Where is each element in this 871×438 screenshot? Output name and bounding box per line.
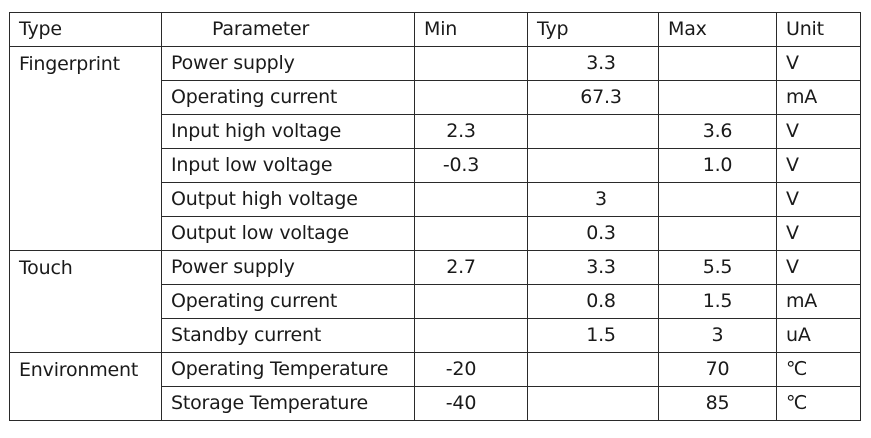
min-cell: -40 <box>414 386 528 421</box>
parameter-cell: Operating Temperature <box>161 352 415 387</box>
table-row: Input low voltage -0.3 1.0 V <box>10 148 861 183</box>
header-row: Type Parameter Min Typ Max Unit <box>9 12 861 47</box>
header-max: Max <box>658 12 777 47</box>
typ-cell: 3 <box>527 182 659 217</box>
header-unit: Unit <box>776 12 861 47</box>
table-row: Output low voltage 0.3 V <box>10 216 861 251</box>
parameter-cell: Output high voltage <box>161 182 415 217</box>
unit-cell: V <box>776 182 861 217</box>
max-cell <box>658 216 777 251</box>
min-cell <box>414 318 528 353</box>
min-cell: 2.3 <box>414 114 528 149</box>
spec-table: Type Parameter Min Typ Max Unit Fingerpr… <box>9 12 861 421</box>
typ-cell <box>527 352 659 387</box>
typ-cell <box>527 148 659 183</box>
typ-cell <box>527 114 659 149</box>
max-cell: 5.5 <box>658 250 777 285</box>
max-cell: 3.6 <box>658 114 777 149</box>
type-cell: Touch <box>9 250 162 353</box>
unit-cell: V <box>776 216 861 251</box>
header-type: Type <box>9 12 162 47</box>
max-cell <box>658 182 777 217</box>
min-cell: -20 <box>414 352 528 387</box>
table-body: Fingerprint Power supply 3.3 V Operating cur… <box>9 46 861 421</box>
min-cell <box>414 46 528 81</box>
max-cell <box>658 80 777 115</box>
unit-cell: V <box>776 250 861 285</box>
unit-cell: mA <box>776 80 861 115</box>
table-row: Touch Power supply 2.7 3.3 5.5 V <box>9 250 861 353</box>
typ-cell: 3.3 <box>527 46 659 81</box>
min-cell <box>414 80 528 115</box>
typ-cell: 1.5 <box>527 318 659 353</box>
min-cell: 2.7 <box>414 250 528 285</box>
parameter-cell: Operating current <box>161 80 415 115</box>
parameter-cell: Power supply <box>161 250 415 285</box>
max-cell: 70 <box>658 352 777 387</box>
parameter-cell: Storage Temperature <box>161 386 415 421</box>
parameter-cell: Power supply <box>161 46 415 81</box>
min-cell <box>414 284 528 319</box>
header-min: Min <box>414 12 528 47</box>
max-cell: 1.5 <box>658 284 777 319</box>
max-cell: 1.0 <box>658 148 777 183</box>
type-cell: Fingerprint <box>9 46 162 251</box>
min-cell: -0.3 <box>414 148 528 183</box>
type-cell: Environment <box>9 352 162 421</box>
unit-cell: mA <box>776 284 861 319</box>
typ-cell: 67.3 <box>527 80 659 115</box>
max-cell: 3 <box>658 318 777 353</box>
unit-cell: ℃ <box>776 352 861 387</box>
unit-cell: V <box>776 148 861 183</box>
unit-cell: V <box>776 114 861 149</box>
parameter-cell: Input low voltage <box>161 148 415 183</box>
parameter-cell: Input high voltage <box>161 114 415 149</box>
parameter-cell: Operating current <box>161 284 415 319</box>
typ-cell: 3.3 <box>527 250 659 285</box>
typ-cell: 0.8 <box>527 284 659 319</box>
max-cell: 85 <box>658 386 777 421</box>
unit-cell: ℃ <box>776 386 861 421</box>
typ-cell: 0.3 <box>527 216 659 251</box>
typ-cell <box>527 386 659 421</box>
parameter-cell: Output low voltage <box>161 216 415 251</box>
max-cell <box>658 46 777 81</box>
header-parameter: Parameter <box>161 12 415 47</box>
min-cell <box>414 216 528 251</box>
parameter-cell: Standby current <box>161 318 415 353</box>
min-cell <box>414 182 528 217</box>
table-row: Input high voltage 2.3 3.6 V <box>10 114 861 149</box>
table-row: Standby current 1.5 3 uA <box>10 318 861 353</box>
table-row: Storage Temperature -40 85 ℃ <box>10 386 861 421</box>
unit-cell: uA <box>776 318 861 353</box>
table-row: Fingerprint Power supply 3.3 V <box>9 46 861 251</box>
table-row: Environment Operating Temperature -20 70 ℃ <box>9 352 861 421</box>
header-typ: Typ <box>527 12 659 47</box>
table-header: Type Parameter Min Typ Max Unit <box>9 12 861 47</box>
unit-cell: V <box>776 46 861 81</box>
